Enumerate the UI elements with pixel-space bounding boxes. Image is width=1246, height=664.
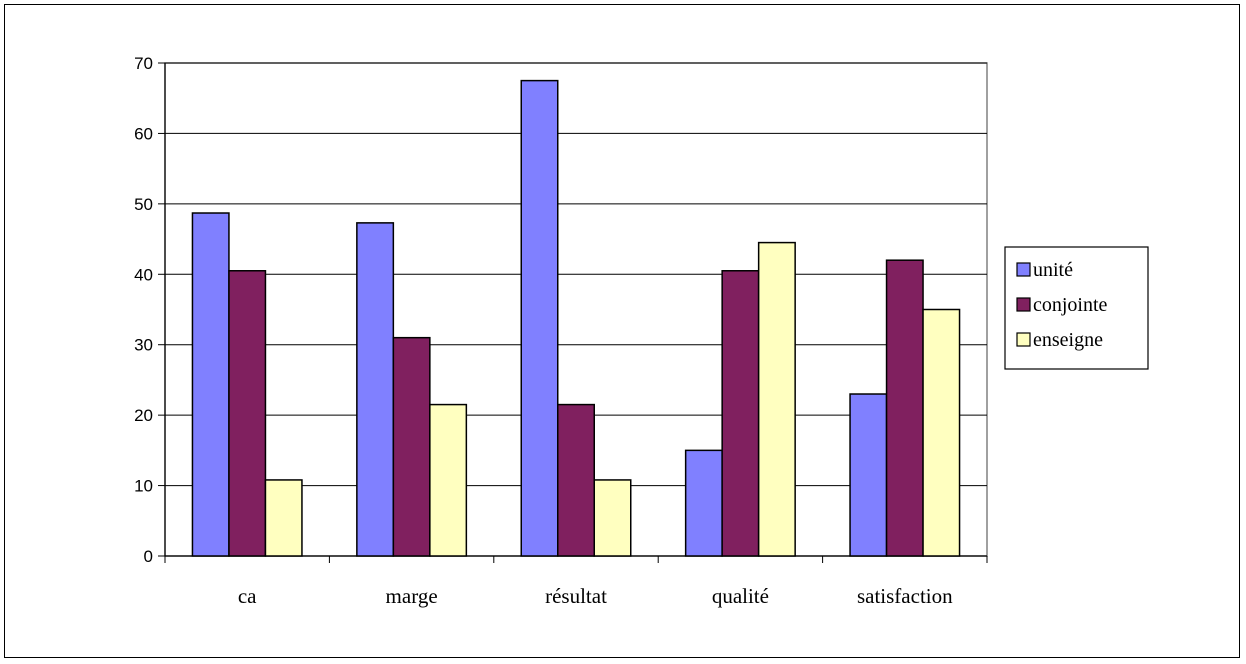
y-tick-label: 20 — [134, 406, 153, 425]
legend-label-2: conjointe — [1033, 294, 1108, 316]
bar-3-2 — [429, 403, 468, 557]
bars — [191, 79, 961, 557]
bar-1-2 — [356, 222, 395, 557]
axis-labels: 0 10 20 30 40 50 60 70 ca marge résultat qualité sat… — [134, 54, 953, 608]
legend: unité conjointe enseigne — [1004, 246, 1149, 370]
legend-swatch-3 — [1016, 332, 1031, 347]
legend-swatch-1 — [1016, 262, 1031, 277]
bar-2-2 — [392, 336, 431, 557]
bar-2-4 — [721, 270, 760, 557]
bar-2-3 — [557, 403, 595, 557]
bar-2-5 — [885, 259, 924, 557]
y-tick-label: 40 — [134, 265, 153, 284]
bar-3-1 — [264, 479, 303, 557]
bar-1-3 — [520, 79, 559, 557]
bar-3-5 — [922, 308, 961, 557]
y-tick-label: 0 — [144, 547, 153, 566]
y-tick-label: 50 — [134, 195, 153, 214]
bar-2-1 — [228, 270, 267, 557]
legend-label-3: enseigne — [1033, 329, 1103, 351]
bar-1-5 — [849, 393, 888, 557]
x-category-label: résultat — [545, 584, 607, 608]
bar-3-3 — [593, 479, 632, 557]
bar-3-4 — [757, 241, 796, 557]
y-tick-label: 10 — [134, 477, 153, 496]
x-category-label: ca — [238, 584, 257, 608]
legend-swatch-2 — [1016, 297, 1031, 312]
legend-label-1: unité — [1033, 259, 1073, 281]
bar-1-1 — [191, 212, 230, 557]
y-tick-label: 30 — [134, 336, 153, 355]
x-category-label: satisfaction — [857, 584, 953, 608]
x-category-label: marge — [386, 584, 438, 608]
x-category-label: qualité — [712, 584, 769, 608]
chart-frame: 0 10 20 30 40 50 60 70 ca marge résultat qualité sat… — [4, 4, 1240, 658]
bar-1-4 — [684, 449, 723, 557]
y-tick-label: 70 — [134, 54, 153, 73]
bar-chart: 0 10 20 30 40 50 60 70 ca marge résultat qualité sat… — [134, 54, 1149, 608]
y-tick-label: 60 — [134, 124, 153, 143]
